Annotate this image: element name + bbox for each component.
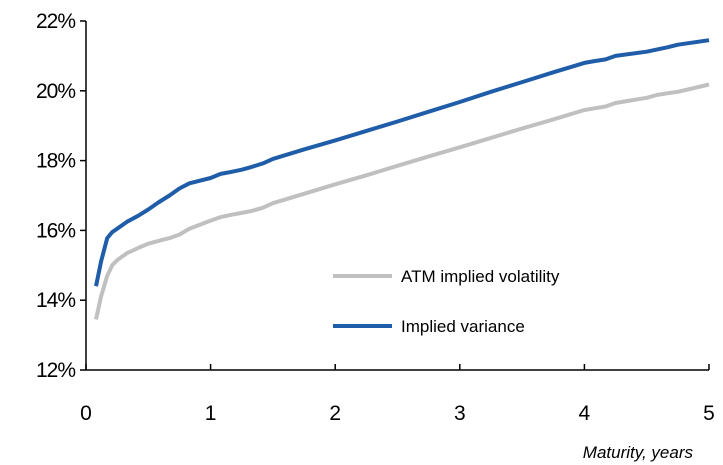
- y-tick-label: 20%: [36, 80, 75, 103]
- x-tick-label: 0: [80, 402, 92, 425]
- x-tick-label: 5: [703, 402, 715, 425]
- x-tick-label: 2: [329, 402, 341, 425]
- x-axis-title: Maturity, years: [583, 443, 694, 462]
- y-tick-label: 12%: [36, 359, 75, 382]
- series-line-atm-implied-volatility: [94, 82, 710, 320]
- legend-item-implied-variance: Implied variance: [333, 317, 525, 336]
- axes: [80, 20, 710, 371]
- x-tick-label: 3: [454, 402, 466, 425]
- legend-label: Implied variance: [401, 317, 525, 336]
- x-tick-label: 4: [579, 402, 591, 425]
- x-tick-label: 1: [205, 402, 217, 425]
- series-line-implied-variance: [94, 38, 710, 287]
- plot-lines: [94, 38, 710, 320]
- y-tick-label: 16%: [36, 219, 75, 242]
- legend-item-atm-implied-volatility: ATM implied volatility: [333, 267, 560, 286]
- y-tick-label: 14%: [36, 289, 75, 312]
- tick-labels: 12% 14% 16% 18% 20% 22% 0 1 2 3 4 5: [36, 10, 715, 425]
- y-tick-label: 18%: [36, 150, 75, 173]
- legend-label: ATM implied volatility: [401, 267, 560, 286]
- legend: ATM implied volatility Implied variance: [333, 267, 560, 336]
- y-tick-label: 22%: [36, 10, 75, 33]
